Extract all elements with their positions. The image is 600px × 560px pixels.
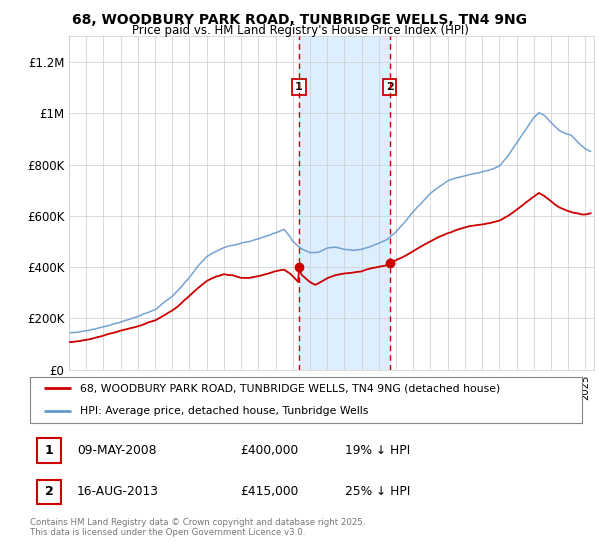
FancyBboxPatch shape (37, 438, 61, 463)
Text: £400,000: £400,000 (240, 444, 298, 457)
Text: 19% ↓ HPI: 19% ↓ HPI (344, 444, 410, 457)
Text: Contains HM Land Registry data © Crown copyright and database right 2025.
This d: Contains HM Land Registry data © Crown c… (30, 518, 365, 538)
Text: HPI: Average price, detached house, Tunbridge Wells: HPI: Average price, detached house, Tunb… (80, 407, 368, 416)
Text: 2: 2 (386, 82, 394, 92)
Text: 68, WOODBURY PARK ROAD, TUNBRIDGE WELLS, TN4 9NG (detached house): 68, WOODBURY PARK ROAD, TUNBRIDGE WELLS,… (80, 384, 500, 393)
Text: 1: 1 (44, 444, 53, 457)
Text: 68, WOODBURY PARK ROAD, TUNBRIDGE WELLS, TN4 9NG: 68, WOODBURY PARK ROAD, TUNBRIDGE WELLS,… (73, 13, 527, 27)
Bar (299, 36, 389, 370)
Text: Price paid vs. HM Land Registry's House Price Index (HPI): Price paid vs. HM Land Registry's House … (131, 24, 469, 37)
Text: 16-AUG-2013: 16-AUG-2013 (77, 485, 159, 498)
FancyBboxPatch shape (37, 479, 61, 504)
Text: 1: 1 (295, 82, 302, 92)
Text: 2: 2 (44, 485, 53, 498)
Text: 25% ↓ HPI: 25% ↓ HPI (344, 485, 410, 498)
Text: 09-MAY-2008: 09-MAY-2008 (77, 444, 157, 457)
Text: £415,000: £415,000 (240, 485, 298, 498)
